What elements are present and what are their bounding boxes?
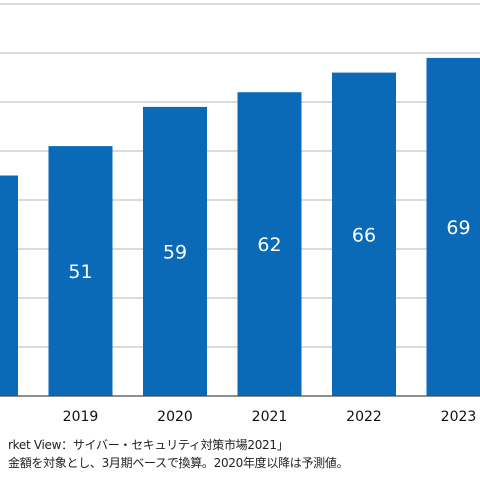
x-tick-2019: 2019 [63,409,99,425]
x-tick-2020: 2020 [157,409,193,425]
caption-note: 金額を対象とし、3月期ベースで換算。2020年度以降は予測値。 [8,456,349,470]
data-label-2019: 51 [68,261,92,283]
bar-2022 [332,72,396,396]
data-label-2021: 62 [257,234,281,256]
data-label-2020: 59 [163,241,187,263]
bar-2023 [426,57,480,397]
x-tick-labels: 820192020202120222023 [63,409,477,425]
data-labels: 51 59 62 66 69 [68,217,470,283]
bar-8 [0,175,18,396]
bar-2021 [237,92,302,396]
source-note: rket View：サイバー・セキュリティ対策市場2021」 [8,438,289,452]
x-tick-2023: 2023 [441,409,477,425]
bars [0,57,480,397]
data-label-2023: 69 [446,217,470,239]
data-label-2022: 66 [352,224,376,246]
bar-2019 [48,146,113,396]
x-tick-2021: 2021 [252,409,288,425]
x-tick-2022: 2022 [346,409,382,425]
bar-2020 [143,106,207,397]
